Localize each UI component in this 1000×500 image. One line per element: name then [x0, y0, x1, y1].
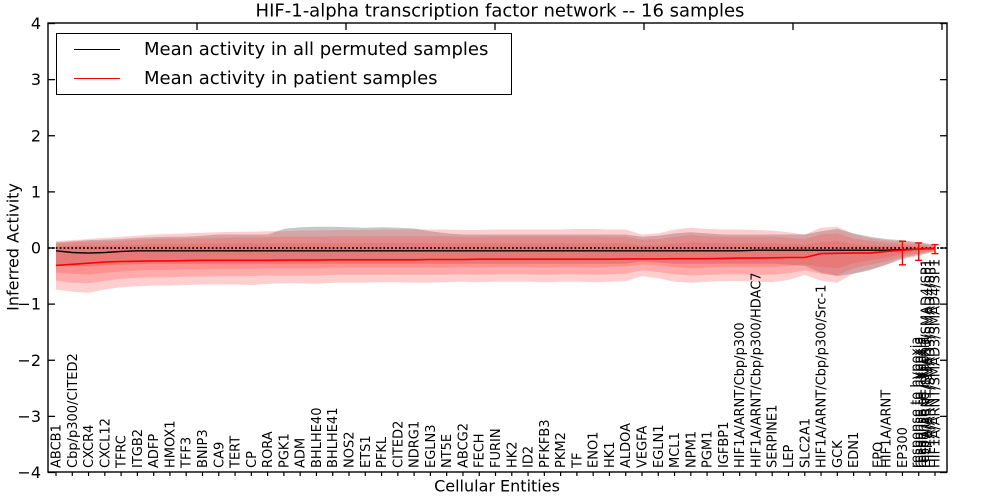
- entity-label: RORA: [261, 431, 276, 468]
- legend-item-patient: Mean activity in patient samples: [57, 65, 511, 91]
- y-tick-label: −2: [17, 351, 41, 370]
- patient-line-sample: [74, 77, 120, 79]
- entity-label: NT5E: [440, 434, 455, 468]
- entity-label: PKM2: [554, 432, 569, 468]
- entity-label: HK2: [505, 441, 520, 468]
- entity-label: PFKFB3: [538, 419, 553, 468]
- legend-label-permuted: Mean activity in all permuted samples: [144, 39, 489, 61]
- entity-label: ID2: [522, 446, 537, 468]
- entity-label: response to hypoxia: [912, 337, 927, 468]
- entity-label: EDN1: [847, 432, 862, 468]
- entity-label: BHLHE41: [326, 408, 341, 468]
- entity-label: FURIN: [489, 428, 504, 468]
- entity-label: NDRG1: [408, 421, 423, 468]
- error-bar: [898, 240, 906, 266]
- entity-label: EGLN3: [424, 424, 439, 468]
- entity-label: ABCB1: [50, 424, 65, 468]
- entity-label: HIF1A/ARNT/SMAD3/SMAD4/SP1: [920, 259, 935, 468]
- entity-label: FECH: [473, 433, 488, 468]
- error-bar: [931, 243, 939, 255]
- entity-label: IGFBP1: [717, 422, 732, 468]
- entity-label: VEGFA: [636, 426, 651, 468]
- entity-label: response to hypoxia: [918, 337, 933, 468]
- entity-label: response to hypoxia: [909, 337, 924, 468]
- entity-label: ETS1: [359, 435, 374, 468]
- entity-label: NOS2: [343, 432, 358, 468]
- chart-title: HIF-1-alpha transcription factor network…: [255, 0, 745, 22]
- entity-label: response to hypoxia: [915, 337, 930, 468]
- entity-label: PFKL: [375, 436, 390, 468]
- y-tick-label: 4: [31, 14, 41, 33]
- entity-label: HIF1A/ARNT/SMAD3/SMAD4/SP1: [924, 259, 939, 468]
- y-tick-label: 2: [31, 126, 41, 145]
- patient-samples-inner-band: [56, 241, 935, 275]
- entity-label: TFF3: [180, 437, 195, 469]
- entity-label: NPM1: [684, 431, 699, 468]
- entity-label: ADM: [294, 438, 309, 468]
- y-tick-label: 1: [31, 182, 41, 201]
- entity-label: HIF1A/ARNT: [880, 390, 895, 468]
- y-tick-label: 3: [31, 70, 41, 89]
- entity-label: TFRC: [115, 435, 130, 469]
- x-axis-label: Cellular Entities: [434, 476, 560, 496]
- entity-label: CP: [245, 451, 260, 468]
- entity-label: TERT: [229, 436, 244, 469]
- patient-samples-middle-band: [56, 233, 935, 284]
- entity-label: EP300: [896, 427, 911, 468]
- entity-label: HMOX1: [163, 420, 178, 468]
- y-tick-label: −1: [17, 295, 41, 314]
- entity-label: GCK: [831, 440, 846, 468]
- entity-label: BHLHE40: [310, 408, 325, 468]
- permuted-line-sample: [74, 49, 120, 51]
- entity-label: MCL1: [668, 432, 683, 468]
- entity-label: HK1: [603, 441, 618, 468]
- patient-mean-line: [55, 247, 936, 267]
- entity-label: EPO: [871, 442, 886, 468]
- entity-label: ABCG2: [456, 423, 471, 468]
- entity-label: ITGB2: [131, 429, 146, 468]
- entity-label: PGM1: [701, 431, 716, 468]
- entity-label: CXCR4: [82, 425, 97, 468]
- entity-label: HIF1A/ARNT/Cbp/p300/Src-1: [815, 285, 830, 468]
- y-tick-label: −4: [17, 463, 41, 482]
- entity-label: PGK1: [277, 433, 292, 468]
- error-bar: [915, 242, 923, 262]
- entity-label: ENO1: [587, 432, 602, 468]
- entity-label: ADFP: [147, 434, 162, 468]
- entity-label: EGLN1: [652, 424, 667, 468]
- entity-label: CXCL12: [98, 418, 113, 468]
- permuted-mean-line: [55, 247, 936, 254]
- entity-label: Cbp/p300/CITED2: [66, 353, 81, 468]
- entity-label: HIF1A/ARNT/Cbp/p300: [733, 322, 748, 468]
- entity-label: TF: [570, 453, 585, 469]
- entity-label: ALDOA: [619, 423, 634, 468]
- entity-label: HIF1A/ARNT/Cbp/p300/HDAC7: [749, 272, 764, 468]
- legend: Mean activity in all permuted samples Me…: [56, 33, 512, 95]
- y-tick-label: −3: [17, 407, 41, 426]
- entity-label: LEP: [782, 445, 797, 468]
- entity-label: SLC2A1: [798, 418, 813, 468]
- entity-label: CITED2: [391, 421, 406, 468]
- entity-label: BNIP3: [196, 429, 211, 468]
- legend-item-permuted: Mean activity in all permuted samples: [57, 37, 511, 63]
- y-axis-label: Inferred Activity: [3, 183, 23, 311]
- legend-label-patient: Mean activity in patient samples: [144, 67, 438, 89]
- y-tick-label: 0: [31, 239, 41, 258]
- entity-label: HIF1A/ARNT/SMAD3/SMAD4/SP1: [929, 259, 944, 468]
- entity-label: SERPINE1: [766, 405, 781, 468]
- entity-label: CA9: [212, 442, 227, 468]
